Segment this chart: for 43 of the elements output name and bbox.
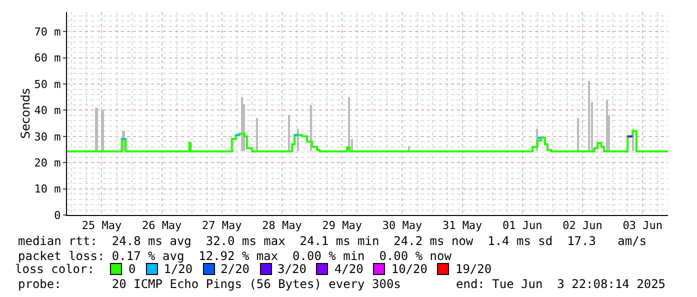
x-tick-label: 03 Jun	[622, 219, 662, 232]
bar	[101, 110, 104, 151]
text: end: Tue Jun 3 22:08:14 2025	[456, 277, 666, 291]
bar	[297, 129, 299, 151]
y-tick-label: 40 m	[34, 104, 62, 118]
x-tick-label: 30 May	[382, 219, 422, 232]
legend-title: loss color:	[15, 262, 94, 276]
x-tick-label: 26 May	[142, 219, 182, 232]
legend-label: 19/20	[455, 262, 492, 276]
x-tick-label: 31 May	[442, 219, 483, 232]
legend-label: 1/20	[164, 262, 193, 276]
legend-label: 3/20	[278, 262, 306, 276]
bar	[241, 97, 243, 151]
x-tick-label: 29 May	[322, 219, 362, 232]
bar	[288, 115, 290, 151]
y-tick-label: 30 m	[34, 130, 62, 144]
y-tick-label: 60 m	[34, 52, 62, 65]
text: packet loss: 0.17 % avg 12.92 % max 0.00 % min 0.00 % now	[18, 249, 452, 263]
bar	[606, 100, 608, 151]
bar	[348, 97, 350, 151]
legend-label: 0	[128, 262, 136, 276]
legend-label: 2/20	[220, 262, 250, 276]
bar	[310, 105, 312, 151]
bar	[588, 81, 590, 151]
bar	[577, 118, 579, 151]
bar	[408, 146, 410, 151]
y-tick-label: 0	[54, 208, 61, 222]
text: median rtt: 24.8 ms avg 32.0 ms max 24.1 ms min 24.2 ms now 1.4 ms sd 17.3 am/s	[18, 234, 647, 248]
y-tick-label: 10 m	[34, 182, 62, 196]
x-tick-label: 01 Jun	[502, 219, 542, 232]
text: probe: 20 ICMP Echo Pings (56 Bytes) every 300s	[18, 277, 401, 291]
y-tick-label: 70 m	[34, 26, 62, 38]
bar	[95, 108, 98, 151]
x-tick-label: 28 May	[262, 219, 302, 232]
x-tick-label: 27 May	[202, 219, 242, 232]
y-tick-label: 20 m	[34, 156, 62, 170]
x-tick-label: 02 Jun	[562, 219, 602, 232]
x-tick-label: 25 May	[82, 219, 122, 232]
bar	[256, 118, 258, 151]
y-tick-label: 50 m	[34, 78, 62, 91]
legend-label: 10/20	[391, 262, 428, 276]
legend-label: 4/20	[334, 262, 364, 276]
y-axis-title: Seconds	[18, 88, 32, 139]
